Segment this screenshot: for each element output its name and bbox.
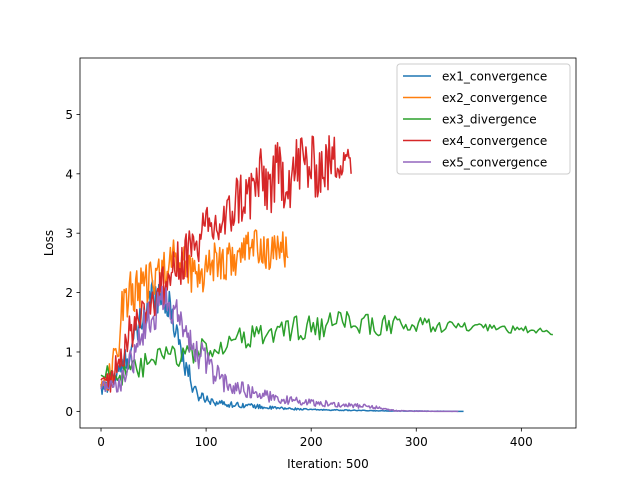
x-axis-ticks: 0 100 200 300 400 (97, 428, 533, 449)
y-tick-label: 3 (65, 227, 73, 241)
x-tick-label: 100 (195, 435, 218, 449)
x-tick-label: 400 (510, 435, 533, 449)
plot-frame (79, 57, 577, 429)
y-tick-label: 5 (65, 108, 73, 122)
y-tick-label: 1 (65, 345, 73, 359)
legend-label-ex2_convergence: ex2_convergence (442, 91, 547, 105)
legend-label-ex1_convergence: ex1_convergence (442, 70, 547, 84)
series-line-ex4_convergence (100, 135, 352, 393)
y-tick-label: 2 (65, 286, 73, 300)
series-line-ex2_convergence (100, 229, 289, 391)
y-tick-label: 4 (65, 167, 73, 181)
x-tick-label: 300 (405, 435, 428, 449)
x-axis-label: Iteration: 500 (287, 457, 369, 471)
y-axis-label: Loss (42, 230, 56, 256)
legend-label-ex4_convergence: ex4_convergence (442, 134, 547, 148)
legend-label-ex5_convergence: ex5_convergence (442, 156, 547, 170)
legend-label-ex3_divergence: ex3_divergence (442, 113, 537, 127)
legend-box (396, 63, 571, 175)
legend: ex1_convergence ex2_convergence ex3_diverg… (396, 63, 571, 175)
x-tick-label: 200 (300, 435, 323, 449)
series-line-ex3_divergence (100, 311, 553, 386)
x-tick-label: 0 (97, 435, 105, 449)
y-axis-ticks: 0 1 2 3 4 5 (65, 108, 80, 419)
series-line-ex5_convergence (100, 285, 459, 413)
series-layer (100, 135, 553, 413)
y-tick-label: 0 (65, 405, 73, 419)
